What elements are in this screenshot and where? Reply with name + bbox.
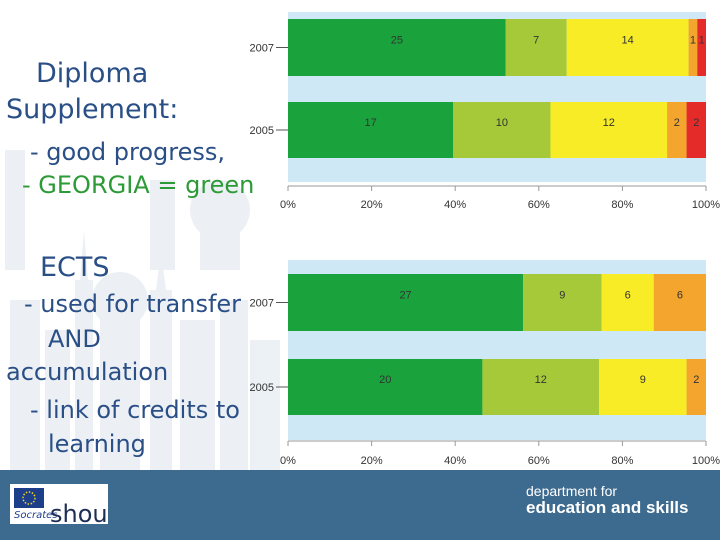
- chart1-tick-label: 60%: [528, 199, 550, 211]
- chart1-tick-label: 80%: [611, 199, 633, 211]
- dept-name-line1: department for: [526, 483, 618, 499]
- chart1-category-label: 2007: [250, 43, 274, 55]
- chart1-bar-segment: [550, 102, 668, 158]
- chart1-bar-segment: [288, 102, 454, 158]
- partner-logo: [10, 484, 108, 524]
- chart1-tick-label: 100%: [692, 199, 720, 211]
- chart2-data-label: 12: [535, 374, 547, 386]
- chart2-tick-label: 60%: [528, 455, 550, 467]
- chart1-data-label: 1: [699, 35, 705, 47]
- chart2-data-label: 20: [379, 374, 391, 386]
- chart1-bar-segment: [667, 102, 687, 158]
- chart2-tick-label: 20%: [361, 455, 383, 467]
- skyline-background: [5, 150, 280, 470]
- chart1-bar-segment: [505, 19, 567, 76]
- chart1-bar-segment: [288, 19, 506, 76]
- chart1-data-label: 1: [690, 35, 696, 47]
- chart2-bar-segment: [653, 274, 706, 331]
- chart2-bar-segment: [288, 359, 483, 415]
- chart1-bar-segment: [453, 102, 551, 158]
- chart1-data-label: 25: [391, 35, 403, 47]
- chart1-tick-label: 0%: [280, 199, 296, 211]
- bullet-used-for-transfer: - used for transfer: [24, 290, 242, 318]
- footer-bar: [0, 470, 720, 540]
- chart2-data-label: 9: [640, 374, 646, 386]
- chart2-bar-segment: [523, 274, 602, 331]
- chart1-data-label: 10: [496, 117, 508, 129]
- dept-name-line2: education and skills: [526, 498, 689, 517]
- chart2-tick-label: 100%: [692, 455, 720, 467]
- heading-diploma: Diploma: [36, 58, 149, 89]
- chart2-data-label: 9: [559, 290, 565, 302]
- chart1-bar-segment: [688, 19, 698, 76]
- chart2-bar-segment: [599, 359, 687, 415]
- chart2-data-label: 27: [399, 290, 411, 302]
- chart2-data-label: 6: [625, 290, 631, 302]
- chart2-tick-label: 40%: [444, 455, 466, 467]
- bullet-georgia-green: - GEORGIA = green: [22, 171, 255, 199]
- heading-supplement: Supplement:: [6, 94, 179, 125]
- chart2-data-label: 6: [677, 290, 683, 302]
- chart2-bar-segment: [288, 274, 524, 331]
- chart1-data-label: 7: [533, 35, 539, 47]
- text-learning: learning: [48, 430, 146, 458]
- chart2-tick-label: 0%: [280, 455, 296, 467]
- chart1-data-label: 2: [693, 117, 699, 129]
- socrates-logo-text: Socrates: [14, 510, 58, 521]
- chart1-data-label: 2: [674, 117, 680, 129]
- chart1-bar-segment: [686, 102, 706, 158]
- heading-ects: ECTS: [40, 252, 110, 283]
- chart1-bar-segment: [697, 19, 706, 76]
- chart2-bar-segment: [601, 274, 654, 331]
- chart1-bar-segment: [566, 19, 689, 76]
- bullet-link-of-credits: - link of credits to: [30, 396, 240, 424]
- chart2-bar-segment: [686, 359, 706, 415]
- chart1-data-label: 12: [603, 117, 615, 129]
- chart1-data-label: 17: [365, 117, 377, 129]
- logo-fragment-text: shou: [50, 500, 108, 528]
- chart1-category-label: 2005: [250, 125, 274, 137]
- chart2-data-label: 2: [693, 374, 699, 386]
- chart1-tick-label: 40%: [444, 199, 466, 211]
- chart2-category-label: 2007: [250, 298, 274, 310]
- chart2-category-label: 2005: [250, 382, 274, 394]
- chart1-data-label: 14: [622, 35, 634, 47]
- bullet-good-progress: - good progress,: [30, 138, 225, 166]
- chart2-tick-label: 80%: [611, 455, 633, 467]
- chart2-bar-segment: [482, 359, 600, 415]
- text-and: AND: [48, 325, 101, 353]
- eu-flag-icon: [14, 488, 44, 508]
- chart1-tick-label: 20%: [361, 199, 383, 211]
- text-accumulation: accumulation: [6, 358, 169, 386]
